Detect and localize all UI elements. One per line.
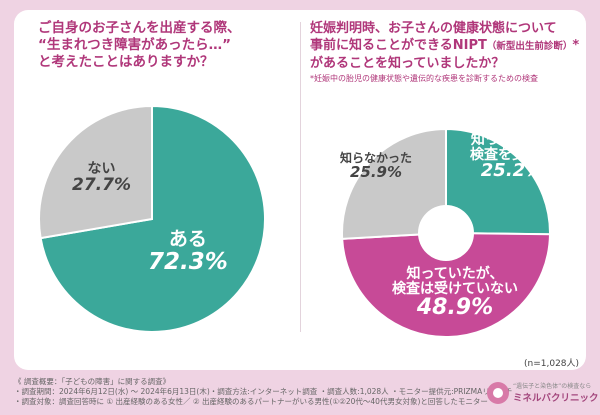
pie1-slice-1	[38, 104, 153, 240]
panel-divider	[300, 22, 301, 332]
pie-chart-1	[38, 104, 266, 333]
clinic-brand: “遺伝子と染色体”の検査なら ミネルバクリニック	[487, 381, 599, 404]
slice-label: ある	[168, 228, 207, 250]
question-2-title: 妊娠判明時、お子さんの健康状態について 事前に知ることができるNIPT（新型出生…	[310, 20, 590, 72]
question-1-title: ご自身のお子さんを出産する際、 “生まれつき障害があったら…” と考えたことはあ…	[38, 20, 276, 71]
question-2-footnote: *妊娠中の胎児の健康状態や遺伝的な疾患を診断するための検査	[310, 74, 538, 83]
pie2-donut-hole	[418, 205, 474, 261]
pie2-label-not-tested: 知っていたが、 検査は受けていない 48.9%	[392, 266, 518, 321]
question-2-line: 妊娠判明時、お子さんの健康状態について	[310, 21, 557, 36]
pie2-label-tested: 知っていて、 検査を受けた 25.2%	[470, 133, 554, 181]
slice-label: 知っていて、	[470, 132, 554, 148]
slice-label: 検査を受けた	[470, 146, 554, 163]
pie-chart-2	[341, 127, 552, 338]
question-1-line: “生まれつき障害があったら…”	[38, 37, 231, 53]
slice-value: 25.9%	[349, 162, 403, 181]
pie2-slice-0	[445, 127, 551, 236]
slice-value: 72.3%	[148, 248, 228, 275]
pie2-slice-2	[341, 127, 447, 240]
footer-line: ・調査対象：調査回答時に ① 出産経験のある女性／ ② 出産経験のあるパートナー…	[14, 397, 488, 406]
pie2-label-unaware: 知らなかった 25.9%	[340, 152, 412, 180]
sample-size: (n=1,028人)	[524, 359, 580, 369]
brand-name: ミネルバクリニック	[513, 393, 599, 404]
clinic-logo-icon	[487, 381, 509, 404]
question-1-line: と考えたことはありますか？	[38, 54, 214, 70]
footer-line: ・調査期間：2024年6月12日(水) ～ 2024年6月13日(木)・調査方法…	[14, 387, 513, 396]
question-2-nipt-note: （新型出生前診断）	[486, 41, 573, 52]
pie1-label-nai: ない 27.7%	[72, 162, 131, 195]
question-2-line: があることを知っていましたか？	[310, 56, 505, 71]
pie2-slice-1	[341, 231, 552, 338]
question-2-line: 事前に知ることができるNIPT（新型出生前診断）*	[310, 37, 590, 55]
slice-label: ない	[87, 161, 116, 177]
slice-value: 25.2%	[480, 160, 544, 182]
question-1-line: ご自身のお子さんを出産する際、	[38, 20, 241, 36]
question-2-asterisk: *	[572, 38, 580, 53]
pie1-label-aru: ある 72.3%	[148, 228, 228, 275]
question-2-line-main: 事前に知ることができるNIPT	[310, 38, 487, 53]
brand-tagline: “遺伝子と染色体”の検査なら	[513, 383, 592, 390]
slice-label: 知っていたが、	[406, 266, 504, 282]
slice-label: 知らなかった	[340, 151, 413, 165]
survey-footer: 《 調査概要：「子どもの障害」に関する調査》 ・調査期間：2024年6月12日(…	[14, 377, 513, 407]
slice-value: 48.9%	[416, 295, 494, 321]
footer-line: 《 調査概要：「子どもの障害」に関する調査》	[14, 377, 171, 386]
slice-label: 検査は受けていない	[392, 280, 518, 297]
slice-value: 27.7%	[72, 174, 131, 195]
